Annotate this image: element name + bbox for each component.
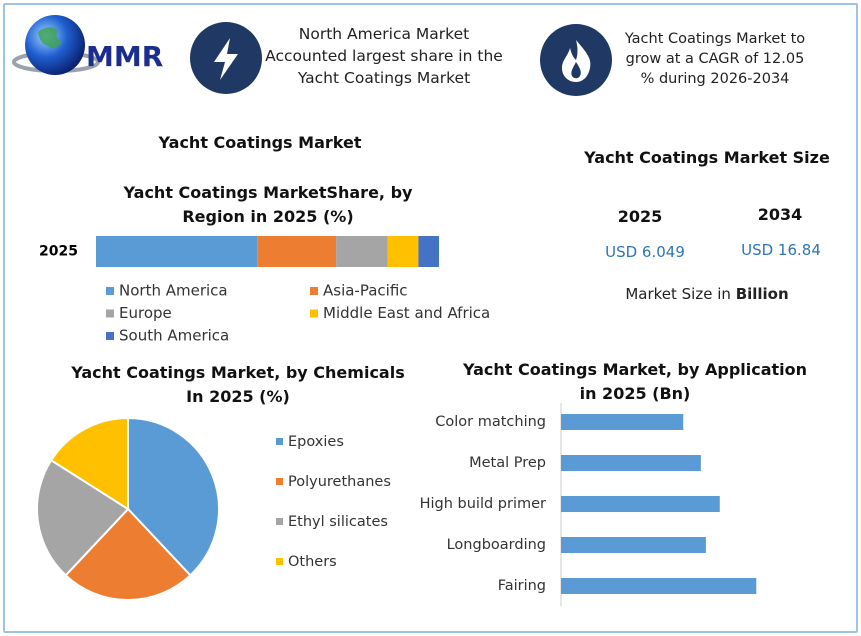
bar-segment <box>387 236 419 267</box>
y-tick-label: Metal Prep <box>469 455 546 471</box>
legend-swatch <box>276 558 283 565</box>
market-size-title: Yacht Coatings Market Size <box>584 148 830 167</box>
pie-slice <box>36 458 130 577</box>
year: 2025 <box>617 207 663 226</box>
bar-segment <box>257 236 337 267</box>
legend-label: North America <box>119 282 228 300</box>
amount: USD 16.84 <box>741 241 821 259</box>
note-text: Market Size in <box>625 285 731 303</box>
bar-segment <box>336 236 388 267</box>
legend-label: Middle East and Africa <box>323 304 490 322</box>
header-note: North America Market Accounted largest s… <box>265 25 503 87</box>
year: 2034 <box>757 205 803 224</box>
icon-flame <box>540 24 612 96</box>
legend-swatch <box>310 287 318 295</box>
y-tick-label: High build primer <box>420 496 546 512</box>
section-title: Yacht Coatings Market <box>158 133 362 152</box>
pie-slice <box>64 507 192 601</box>
pie-slice <box>127 416 220 577</box>
header-note: Yacht Coatings Market to grow at a CAGR … <box>624 31 806 87</box>
pie-slice <box>49 416 129 511</box>
y-tick-label: Longboarding <box>447 537 546 553</box>
legend-label: Asia-Pacific <box>323 282 408 300</box>
frame <box>3 3 858 633</box>
legend-swatch <box>106 287 114 295</box>
y-tick-label: 2025 <box>39 244 78 260</box>
legend-swatch <box>106 332 114 340</box>
logo-text: MMR <box>86 40 163 73</box>
chart-title: Yacht Coatings Market, by Application in… <box>462 360 808 403</box>
chart-title: Yacht Coatings MarketShare, by Region in… <box>123 183 413 226</box>
logo: MMR <box>12 15 163 75</box>
bar <box>561 414 684 430</box>
legend-swatch <box>276 438 283 445</box>
amount: USD 6.049 <box>605 243 685 261</box>
y-tick-label: Color matching <box>435 414 546 430</box>
y-tick-label: Fairing <box>498 578 546 594</box>
legend-label: Others <box>288 554 337 570</box>
legend-label: Polyurethanes <box>288 474 391 490</box>
legend-label: Epoxies <box>288 434 344 450</box>
bar <box>561 455 701 471</box>
market-size-note: Market Size in Billion <box>590 285 824 303</box>
legend-swatch <box>276 518 283 525</box>
legend-label: Europe <box>119 304 172 322</box>
bar-segment <box>96 236 258 267</box>
icon-bolt <box>190 22 262 94</box>
chart-title: Yacht Coatings Market, by Chemicals In 2… <box>71 363 405 406</box>
legend-swatch <box>106 309 114 318</box>
legend-swatch <box>276 478 283 485</box>
bar <box>561 537 706 553</box>
bar-segment <box>418 236 439 267</box>
bar <box>561 578 757 594</box>
note-unit: Billion <box>735 285 789 303</box>
legend-swatch <box>310 309 318 318</box>
legend-label: South America <box>119 327 229 345</box>
legend-label: Ethyl silicates <box>288 514 388 530</box>
bar <box>561 496 720 512</box>
